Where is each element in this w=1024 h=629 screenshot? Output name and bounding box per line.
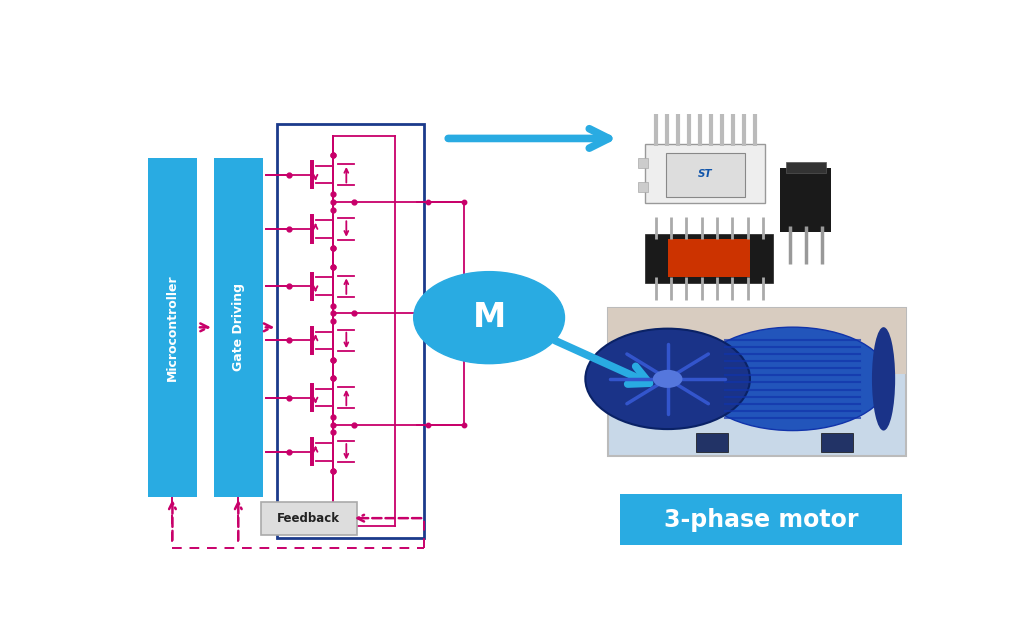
FancyBboxPatch shape: [608, 308, 905, 455]
Ellipse shape: [696, 327, 890, 431]
FancyBboxPatch shape: [666, 153, 744, 196]
FancyBboxPatch shape: [821, 433, 853, 452]
Text: 3-phase motor: 3-phase motor: [664, 508, 858, 532]
Circle shape: [653, 370, 682, 388]
Circle shape: [414, 272, 564, 364]
FancyBboxPatch shape: [645, 144, 765, 203]
FancyBboxPatch shape: [645, 234, 773, 283]
Text: M: M: [472, 301, 506, 334]
FancyBboxPatch shape: [696, 433, 728, 452]
FancyBboxPatch shape: [278, 124, 424, 538]
FancyBboxPatch shape: [147, 158, 197, 497]
FancyBboxPatch shape: [785, 162, 825, 173]
Ellipse shape: [872, 327, 895, 431]
FancyBboxPatch shape: [638, 182, 648, 192]
FancyBboxPatch shape: [608, 308, 905, 374]
FancyBboxPatch shape: [620, 494, 902, 545]
FancyBboxPatch shape: [260, 502, 356, 535]
Text: ST: ST: [698, 169, 713, 179]
Text: Gate Driving: Gate Driving: [231, 283, 245, 371]
Circle shape: [586, 328, 750, 429]
FancyBboxPatch shape: [638, 158, 648, 167]
FancyBboxPatch shape: [780, 169, 831, 232]
FancyBboxPatch shape: [669, 239, 751, 277]
Text: Feedback: Feedback: [278, 511, 340, 525]
FancyBboxPatch shape: [214, 158, 263, 497]
Text: Microcontroller: Microcontroller: [166, 274, 179, 381]
